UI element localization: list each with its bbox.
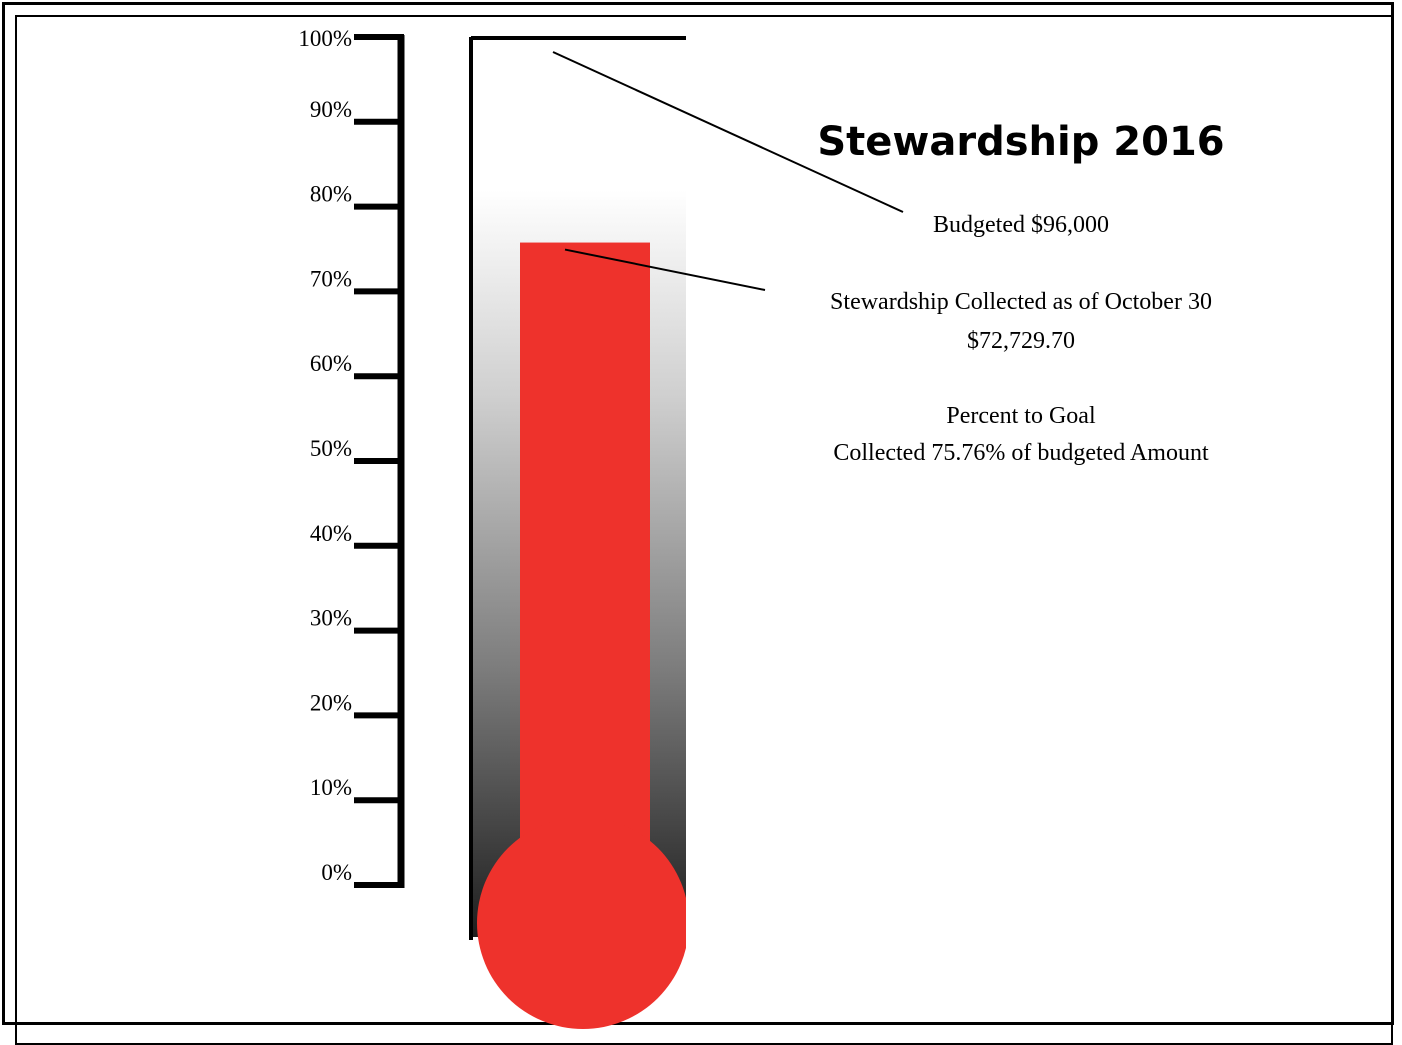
goal-leader-line [552, 51, 904, 213]
tick-label: 20% [310, 690, 352, 715]
collected-amount: $72,729.70 [967, 328, 1075, 354]
goal-label: Budgeted $96,000 [933, 212, 1109, 238]
tick-label: 100% [298, 26, 352, 51]
collected-leader-line [564, 248, 766, 291]
tick-label: 0% [321, 860, 352, 885]
chart-title: Stewardship 2016 [817, 119, 1224, 165]
mercury-column [520, 242, 650, 901]
tick-label: 50% [310, 436, 352, 461]
tick-label: 40% [310, 521, 352, 546]
tick-label: 80% [310, 182, 352, 207]
tick-label: 10% [310, 775, 352, 800]
collected-label-line1: Stewardship Collected as of October 30 [830, 289, 1212, 315]
percent-text: Collected 75.76% of budgeted Amount [833, 440, 1209, 466]
tick-label: 30% [310, 606, 352, 631]
mercury-bulb [477, 817, 686, 1029]
tick-label: 60% [310, 351, 352, 376]
percent-heading: Percent to Goal [946, 403, 1096, 429]
tick-label: 90% [310, 97, 352, 122]
scale-ticks: 0% 10% 20% 30% 40% 50% 60% 70% 80% 90% 100% [298, 26, 404, 888]
tick-label: 70% [310, 266, 352, 291]
